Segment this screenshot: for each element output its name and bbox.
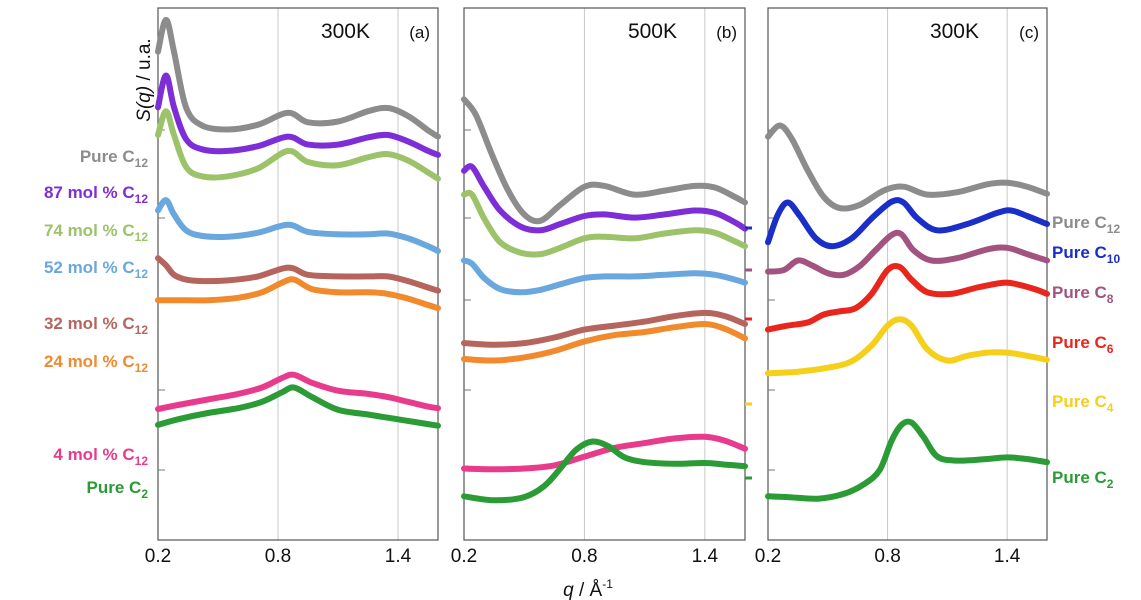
- x-tick-label: 0.2: [145, 546, 171, 567]
- series-line: [155, 197, 441, 254]
- panels: 0.2 0.8 1.4 300K (a) 0.2 0.8 1.4 500K (b) 0.2 0.8 1.…: [145, 7, 1050, 567]
- legend-entry: Pure C2: [87, 478, 149, 501]
- y-axis-label-unit: / u.a.: [134, 38, 155, 86]
- x-axis-label-unit: / Å: [574, 580, 603, 600]
- series-line: [765, 262, 1050, 333]
- series-line: [461, 96, 748, 225]
- y-axis-label: S(q) / u.a.: [134, 38, 155, 121]
- panel-temperature: 300K: [930, 20, 979, 43]
- legend-entry: Pure C12: [80, 147, 148, 170]
- legend-entry: 87 mol % C12: [44, 183, 148, 206]
- x-axis-label: q / Å-1: [563, 577, 613, 600]
- series-line: [155, 255, 441, 294]
- series-line: [155, 72, 441, 158]
- legend-entry: 52 mol % C12: [44, 258, 148, 281]
- series-line: [461, 189, 748, 258]
- plot-frame: [463, 7, 746, 541]
- series-line: [155, 384, 441, 429]
- legend-entry: Pure C2: [1052, 468, 1114, 491]
- x-tick-label: 1.4: [692, 546, 719, 567]
- x-tick-label: 0.8: [265, 546, 291, 567]
- x-axis-label-exp: -1: [602, 577, 613, 591]
- panel-b: 0.2 0.8 1.4 500K (b): [451, 7, 748, 567]
- series-line: [765, 418, 1050, 502]
- y-axis-label-var: S(q): [134, 86, 155, 122]
- legend-entry: Pure C10: [1052, 243, 1120, 266]
- legend-entry: 24 mol % C12: [44, 352, 148, 375]
- x-tick-label: 0.2: [451, 546, 477, 567]
- x-tick-label: 0.8: [571, 546, 597, 567]
- series-line: [765, 316, 1050, 377]
- panel-tag: (c): [1019, 23, 1039, 42]
- series-line: [765, 229, 1050, 279]
- x-tick-label: 1.4: [994, 546, 1021, 567]
- legend-entry: 4 mol % C12: [53, 445, 148, 468]
- series-line: [765, 197, 1050, 250]
- panel-tag: (a): [409, 23, 430, 42]
- series-line: [461, 438, 748, 504]
- series-line: [461, 257, 748, 296]
- plot-frame: [157, 7, 439, 541]
- legend-entry: Pure C6: [1052, 333, 1114, 356]
- x-tick-label: 1.4: [385, 546, 412, 567]
- series-line: [765, 122, 1050, 212]
- x-tick-label: 0.8: [874, 546, 900, 567]
- series-line: [461, 320, 748, 364]
- panel-tag: (b): [716, 23, 737, 42]
- legend-entry: Pure C12: [1052, 213, 1120, 236]
- panel-temperature: 500K: [628, 20, 677, 43]
- series-line: [461, 309, 748, 348]
- series-line: [155, 108, 441, 182]
- panel-c: 0.2 0.8 1.4 300K (c): [755, 7, 1050, 567]
- legend-entry: Pure C4: [1052, 392, 1114, 415]
- series-line: [155, 371, 441, 412]
- legends: Pure C12 87 mol % C12 74 mol % C12 52 mol %…: [44, 147, 1121, 501]
- x-tick-label: 0.2: [755, 546, 781, 567]
- series-line: [155, 276, 441, 312]
- legend-entry: 74 mol % C12: [44, 221, 148, 244]
- legend-entry: 32 mol % C12: [44, 314, 148, 337]
- panel-a: 0.2 0.8 1.4 300K (a): [145, 7, 441, 567]
- x-axis-label-var: q: [563, 580, 574, 600]
- series-line: [155, 16, 441, 140]
- legend-entry: Pure C8: [1052, 283, 1114, 306]
- panel-temperature: 300K: [321, 20, 370, 43]
- series-line: [461, 163, 748, 234]
